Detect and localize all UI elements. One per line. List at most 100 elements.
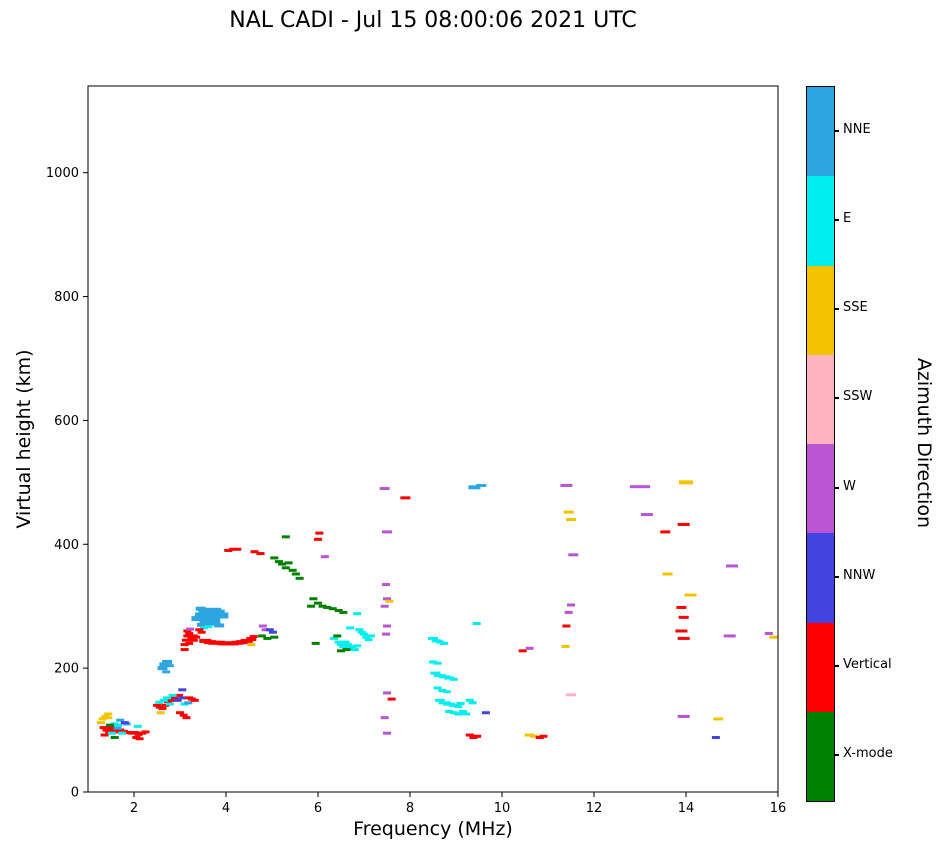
data-point-SSE <box>104 716 113 720</box>
data-point-X-mode <box>307 604 316 608</box>
plot-frame <box>87 85 779 793</box>
data-point-W <box>764 631 773 635</box>
colorbar-tick <box>834 665 839 668</box>
colorbar-segment-Vertical <box>807 622 834 712</box>
data-point-SSE <box>561 644 570 648</box>
data-point-Vertical <box>141 730 150 734</box>
data-point-Vertical <box>99 726 108 730</box>
data-point-Vertical <box>158 706 167 710</box>
colorbar-label-SSE: SSE <box>843 300 868 316</box>
colorbar-segment-SSE <box>807 265 834 355</box>
data-point-NNE <box>214 612 229 619</box>
x-tick-label: 2 <box>130 801 138 816</box>
data-point-E <box>204 625 213 629</box>
data-point-E <box>440 641 449 645</box>
data-point-E <box>430 671 441 675</box>
data-point-SSE <box>530 734 539 738</box>
data-point-NNE <box>113 726 122 730</box>
colorbar-segment-E <box>807 176 834 266</box>
colorbar-title: Azimuth Direction <box>913 357 935 529</box>
data-point-NNE <box>159 662 170 667</box>
data-point-E <box>462 712 471 716</box>
data-point-E <box>163 696 172 700</box>
data-point-NNE <box>191 616 206 622</box>
data-point-Vertical <box>183 629 192 633</box>
data-point-E <box>168 693 177 697</box>
data-point-NNE <box>204 617 221 623</box>
data-point-Vertical <box>675 629 688 633</box>
data-point-X-mode <box>257 634 266 638</box>
data-point-NNE <box>116 718 125 722</box>
data-point-Vertical <box>179 713 188 717</box>
data-point-NNW <box>178 688 187 692</box>
azimuth-colorbar <box>806 86 835 802</box>
data-point-E <box>337 643 345 647</box>
colorbar-label-W: W <box>843 478 856 494</box>
data-point-X-mode <box>309 597 318 601</box>
data-point-W <box>383 597 391 601</box>
data-point-Vertical <box>182 716 191 720</box>
y-axis-label: Virtual height (km) <box>13 349 35 529</box>
data-point-Vertical <box>180 648 189 652</box>
data-point-X-mode <box>288 568 297 572</box>
data-point-W <box>564 610 573 614</box>
data-point-E <box>448 703 459 707</box>
colorbar-label-Vertical: Vertical <box>843 657 892 673</box>
data-point-Vertical <box>187 636 196 640</box>
data-point-Vertical <box>112 730 121 734</box>
data-point-W <box>568 553 579 557</box>
y-tick-label: 600 <box>54 414 79 429</box>
colorbar-segment-NNW <box>807 533 834 623</box>
data-point-E <box>364 638 373 642</box>
data-point-E <box>159 698 168 702</box>
data-point-X-mode <box>314 601 322 605</box>
y-tick-label: 1000 <box>46 166 79 181</box>
data-point-E <box>339 644 348 648</box>
data-point-NNE <box>197 622 209 627</box>
data-point-E <box>366 634 375 638</box>
colorbar-tick <box>834 575 839 578</box>
x-tick-label: 4 <box>222 801 230 816</box>
colorbar-segment-X-mode <box>807 711 834 801</box>
data-point-Vertical <box>229 547 242 551</box>
data-point-X-mode <box>263 636 272 640</box>
data-point-SSE <box>566 518 576 522</box>
data-point-SSE <box>104 712 113 716</box>
data-point-Vertical <box>185 631 194 635</box>
data-point-E <box>107 731 116 735</box>
colorbar-label-E: E <box>843 210 852 226</box>
data-point-NNW <box>711 736 720 740</box>
data-point-W <box>383 624 391 628</box>
data-point-E <box>465 698 474 702</box>
data-point-NNE <box>184 701 193 705</box>
data-point-E <box>155 700 164 704</box>
data-point-E <box>341 640 350 644</box>
data-point-E <box>458 709 467 713</box>
x-tick-label: 12 <box>586 801 603 816</box>
colorbar-segment-NNE <box>807 87 834 177</box>
data-point-Vertical <box>176 711 184 715</box>
data-point-Vertical <box>518 649 527 653</box>
data-point-SSE <box>385 599 394 603</box>
colorbar-tick <box>834 129 839 132</box>
data-point-Vertical <box>224 548 233 552</box>
data-point-SSE <box>524 733 535 737</box>
data-point-Vertical <box>562 624 571 628</box>
colorbar-tick <box>834 754 839 757</box>
data-point-W <box>186 627 195 631</box>
data-point-Vertical <box>473 734 482 738</box>
data-point-E <box>433 661 442 665</box>
colorbar-tick <box>834 397 839 400</box>
data-point-Vertical <box>250 550 259 554</box>
x-tick-label: 8 <box>406 801 414 816</box>
data-point-X-mode <box>328 607 337 611</box>
y-tick-label: 0 <box>71 786 79 801</box>
data-point-X-mode <box>342 648 351 652</box>
data-point-E <box>362 635 371 639</box>
data-point-Vertical <box>153 703 161 707</box>
data-point-X-mode <box>291 572 300 576</box>
data-point-X-mode <box>281 535 290 539</box>
data-point-Vertical <box>192 635 201 639</box>
data-point-E <box>330 636 339 640</box>
